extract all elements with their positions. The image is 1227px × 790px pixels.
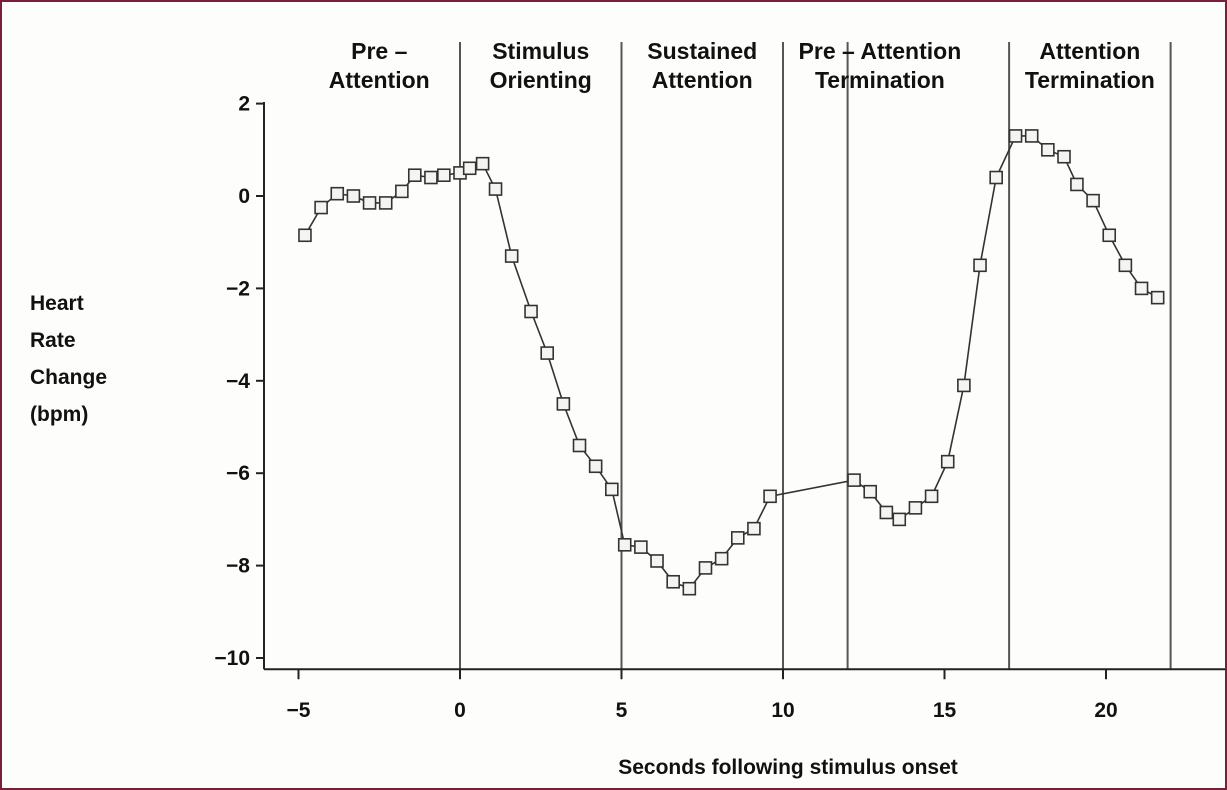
data-point-marker	[605, 482, 619, 497]
y-tick-label: −8	[226, 555, 250, 578]
data-point-marker	[1134, 281, 1149, 296]
data-point-marker	[634, 540, 648, 554]
data-point-marker	[1150, 290, 1165, 305]
data-point-marker	[314, 200, 328, 215]
data-point-marker	[475, 156, 490, 171]
phase-label-line: Attention	[1039, 38, 1140, 64]
data-point-marker	[395, 184, 409, 199]
data-point-marker	[908, 501, 923, 515]
phase-label-line: Attention	[329, 67, 430, 93]
data-point-marker	[650, 554, 664, 568]
y-axis-title-line: Change	[30, 366, 107, 389]
data-point-marker	[540, 346, 555, 360]
phase-label-line: Orienting	[490, 67, 592, 93]
data-point-marker	[1102, 228, 1117, 243]
x-tick-label: 5	[616, 699, 628, 722]
data-point-marker	[488, 182, 503, 196]
data-point-marker	[588, 459, 603, 474]
x-tick-label: −5	[287, 699, 311, 722]
phase-labels: Pre – Attention Stimulus Orienting Sustained…	[329, 38, 1155, 93]
axis-ticks: 20−2−4−6−8−10−5 0 5 10 15 20	[214, 93, 1117, 723]
data-point-marker	[462, 161, 477, 176]
data-point-marker	[698, 561, 713, 575]
data-point-marker	[714, 551, 729, 566]
data-point-marker	[666, 574, 680, 589]
data-point-marker	[617, 538, 632, 552]
y-tick-label: −10	[214, 647, 250, 670]
y-tick-label: −4	[226, 370, 250, 393]
data-point-marker	[847, 473, 861, 487]
data-point-marker	[730, 531, 745, 545]
data-point-marker	[1118, 258, 1133, 273]
phase-label-line: Pre – Attention	[799, 38, 962, 64]
y-tick-label: −2	[226, 277, 250, 300]
data-point-marker	[330, 186, 345, 201]
x-tick-label: 0	[454, 699, 466, 722]
data-point-marker	[346, 189, 361, 203]
x-tick-label: 15	[933, 699, 957, 722]
phase-label-line: Termination	[815, 67, 945, 93]
phase-label-line: Stimulus	[492, 38, 589, 64]
series-polyline	[304, 135, 1159, 590]
data-point-marker	[989, 170, 1003, 185]
y-axis-title-line: (bpm)	[30, 403, 88, 426]
data-point-marker	[957, 378, 971, 393]
data-point-marker	[572, 438, 587, 453]
data-point-marker	[1024, 129, 1039, 143]
data-point-marker	[973, 258, 987, 273]
y-tick-label: −6	[226, 462, 250, 485]
data-point-marker	[1086, 193, 1100, 208]
y-tick-label: 2	[238, 93, 250, 116]
phase-label-line: Attention	[652, 67, 753, 93]
data-point-marker	[924, 489, 939, 504]
data-point-marker	[892, 512, 907, 527]
data-markers	[298, 129, 1165, 596]
data-point-marker	[682, 581, 697, 596]
data-point-marker	[1070, 177, 1084, 192]
data-point-marker	[763, 489, 777, 504]
data-point-marker	[378, 196, 393, 210]
data-point-marker	[424, 170, 438, 185]
x-tick-label: 20	[1094, 699, 1117, 722]
data-point-marker	[1041, 143, 1055, 157]
phase-label-line: Termination	[1025, 67, 1155, 93]
y-axis-title-line: Heart	[30, 292, 84, 315]
x-tick-label: 10	[771, 699, 794, 722]
y-tick-label: 0	[238, 185, 250, 208]
data-point-marker	[504, 249, 519, 263]
phase-boundary-lines	[459, 42, 1172, 670]
x-axis-title: Seconds following stimulus onset	[618, 756, 958, 779]
data-point-marker	[879, 505, 894, 520]
data-point-marker	[407, 168, 422, 183]
data-point-marker	[524, 304, 538, 319]
data-point-marker	[556, 397, 571, 411]
data-point-marker	[437, 168, 451, 183]
data-point-marker	[940, 454, 955, 469]
y-axis-title-line: Rate	[30, 329, 76, 352]
data-point-marker	[1008, 129, 1023, 143]
data-point-marker	[298, 228, 312, 243]
data-point-marker	[747, 521, 761, 536]
phase-label-line: Pre –	[351, 38, 407, 64]
data-point-marker	[1057, 149, 1071, 164]
y-axis-title: Heart Rate Change (bpm)	[30, 292, 107, 426]
data-point-marker	[362, 196, 377, 210]
phase-label-line: Sustained	[647, 38, 757, 64]
series-line	[304, 135, 1159, 590]
data-point-marker	[863, 484, 878, 499]
